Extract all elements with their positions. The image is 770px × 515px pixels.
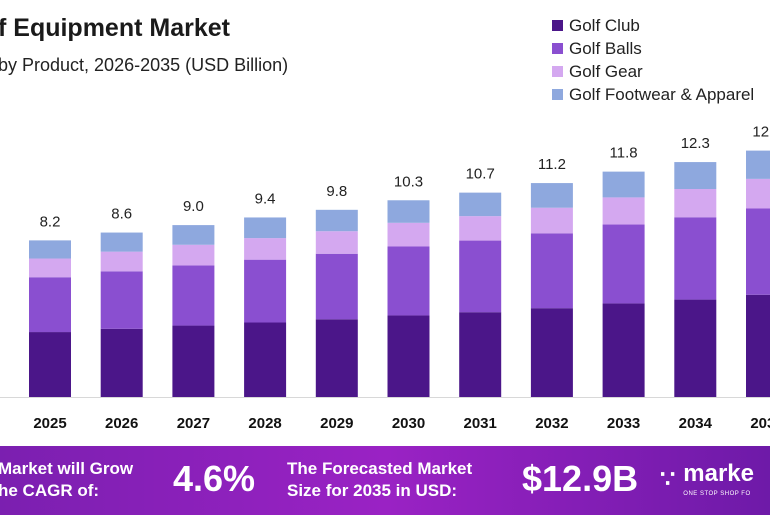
chart-subtitle: by Product, 2026-2035 (USD Billion) xyxy=(0,55,289,75)
legend-swatch xyxy=(552,20,563,31)
bar-segment-golf-footwear-apparel-2028 xyxy=(244,217,287,239)
legend-label: Golf Gear xyxy=(569,61,643,81)
bar-segment-golf-club-2026 xyxy=(100,328,143,397)
total-label-2029: 9.8 xyxy=(326,183,347,200)
bar-segment-golf-gear-2035 xyxy=(746,178,770,209)
logo-icon: ∵ xyxy=(660,465,676,493)
total-label-2027: 9.0 xyxy=(183,198,204,215)
x-tick-label-2030: 2030 xyxy=(392,415,425,432)
cagr-caption: Market will Grow he CAGR of: xyxy=(0,458,133,502)
bar-segment-golf-gear-2034 xyxy=(674,189,717,218)
cagr-value: 4.6% xyxy=(173,458,256,499)
bar-segment-golf-club-2034 xyxy=(674,299,717,397)
x-tick-label-2026: 2026 xyxy=(105,415,138,432)
legend-item-golf-balls: Golf Balls xyxy=(552,37,754,60)
bar-segment-golf-footwear-apparel-2031 xyxy=(459,192,502,217)
bar-segment-golf-balls-2028 xyxy=(244,259,287,323)
x-tick-label-2035: 2035 xyxy=(750,415,770,432)
brand-logo: ∵ marke ONE STOP SHOP FO xyxy=(660,460,754,498)
bar-segment-golf-balls-2032 xyxy=(530,233,573,309)
bar-segment-golf-club-2027 xyxy=(172,325,215,397)
forecast-caption-line-2: Size for 2035 in USD: xyxy=(287,481,458,500)
bar-segment-golf-footwear-apparel-2029 xyxy=(315,209,358,232)
legend-label: Golf Balls xyxy=(569,38,642,58)
bar-segment-golf-club-2029 xyxy=(315,319,358,397)
total-label-2030: 10.3 xyxy=(394,173,423,190)
bar-segment-golf-club-2031 xyxy=(459,312,502,397)
x-tick-label-2029: 2029 xyxy=(320,415,353,432)
legend-label: Golf Footwear & Apparel xyxy=(569,84,755,104)
summary-banner: Market will Grow he CAGR of: 4.6% The Fo… xyxy=(0,446,770,515)
bar-segment-golf-balls-2034 xyxy=(674,217,717,300)
cagr-caption-line-2: he CAGR of: xyxy=(0,481,100,500)
legend-item-golf-club: Golf Club xyxy=(552,14,754,37)
bar-segment-golf-club-2025 xyxy=(29,332,71,397)
bar-segment-golf-footwear-apparel-2033 xyxy=(602,171,645,198)
bar-segment-golf-gear-2029 xyxy=(315,231,358,254)
stacked-bar-chart: 8.2 2025 8.6 2026 9.0 2027 9.4 2028 9.8 2029 10.3 2… xyxy=(0,124,770,432)
bar-segment-golf-club-2033 xyxy=(602,303,645,397)
bar-segment-golf-club-2035 xyxy=(746,294,770,397)
legend-item-golf-gear: Golf Gear xyxy=(552,60,754,83)
bar-segment-golf-gear-2028 xyxy=(244,238,287,260)
bar-segment-golf-club-2030 xyxy=(387,315,430,397)
x-tick-label-2031: 2031 xyxy=(464,415,497,432)
bar-segment-golf-club-2028 xyxy=(244,322,287,397)
bar-segment-golf-balls-2031 xyxy=(459,240,502,313)
bar-segment-golf-footwear-apparel-2034 xyxy=(674,162,717,190)
bar-segment-golf-footwear-apparel-2032 xyxy=(530,183,573,208)
bar-segment-golf-gear-2025 xyxy=(29,258,71,278)
bar-segment-golf-footwear-apparel-2027 xyxy=(172,225,215,245)
bar-segment-golf-gear-2027 xyxy=(172,244,215,266)
total-label-2032: 11.2 xyxy=(538,156,566,173)
x-tick-label-2034: 2034 xyxy=(679,415,713,432)
bar-segment-golf-footwear-apparel-2035 xyxy=(746,150,770,179)
x-tick-label-2032: 2032 xyxy=(535,415,568,432)
total-label-2034: 12.3 xyxy=(681,135,710,152)
x-tick-label-2025: 2025 xyxy=(33,415,66,432)
legend-label: Golf Club xyxy=(569,15,640,35)
legend-swatch xyxy=(552,66,563,77)
bar-segment-golf-gear-2032 xyxy=(530,207,573,234)
legend: Golf Club Golf Balls Golf Gear Golf Foot… xyxy=(552,14,754,106)
chart-title: f Equipment Market xyxy=(0,14,230,42)
total-label-2035: 12.9 xyxy=(752,124,770,141)
bar-segment-golf-club-2032 xyxy=(530,308,573,397)
bar-segment-golf-balls-2027 xyxy=(172,265,215,326)
x-tick-label-2028: 2028 xyxy=(248,415,281,432)
logo-name: marke xyxy=(683,460,755,487)
bar-segment-golf-balls-2030 xyxy=(387,246,430,316)
bar-segment-golf-footwear-apparel-2025 xyxy=(29,240,71,259)
legend-item-golf-footwear: Golf Footwear & Apparel xyxy=(552,83,754,106)
cagr-caption-line-1: Market will Grow xyxy=(0,459,134,478)
x-tick-label-2027: 2027 xyxy=(177,415,210,432)
bar-segment-golf-gear-2031 xyxy=(459,216,502,241)
bar-segment-golf-balls-2029 xyxy=(315,253,358,320)
bar-segment-golf-balls-2033 xyxy=(602,224,645,304)
total-label-2031: 10.7 xyxy=(466,166,495,183)
total-label-2033: 11.8 xyxy=(610,145,638,162)
x-tick-label-2033: 2033 xyxy=(607,415,640,432)
bar-segment-golf-balls-2025 xyxy=(29,277,71,333)
forecast-caption: The Forecasted Market Size for 2035 in U… xyxy=(287,458,472,502)
bar-segment-golf-footwear-apparel-2030 xyxy=(387,200,430,223)
legend-swatch xyxy=(552,89,563,100)
logo-tagline: ONE STOP SHOP FO xyxy=(683,491,751,497)
total-label-2026: 8.6 xyxy=(111,206,132,223)
forecast-caption-line-1: The Forecasted Market xyxy=(287,459,473,478)
legend-swatch xyxy=(552,43,563,54)
total-label-2025: 8.2 xyxy=(40,213,61,230)
bar-segment-golf-balls-2035 xyxy=(746,208,770,295)
bar-segment-golf-gear-2026 xyxy=(100,251,143,272)
bar-segment-golf-balls-2026 xyxy=(100,271,143,329)
forecast-value: $12.9B xyxy=(522,458,639,499)
total-label-2028: 9.4 xyxy=(255,190,276,207)
bar-segment-golf-footwear-apparel-2026 xyxy=(100,232,143,252)
bar-segment-golf-gear-2030 xyxy=(387,222,430,247)
bar-segment-golf-gear-2033 xyxy=(602,197,645,225)
